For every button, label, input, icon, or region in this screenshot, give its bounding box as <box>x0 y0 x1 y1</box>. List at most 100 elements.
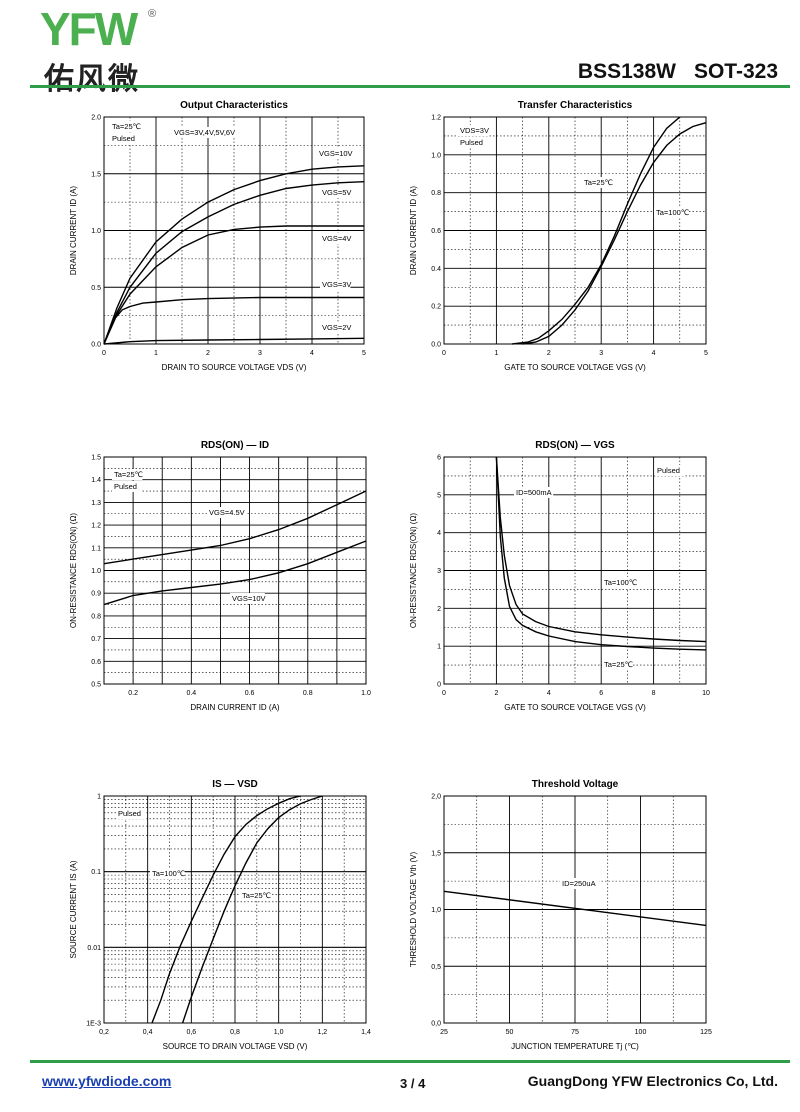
y-tick-label: 0.1 <box>91 869 101 876</box>
chart-annotation: VGS=3V <box>322 280 351 289</box>
annotation-bg <box>602 577 637 588</box>
y-tick-label: 6 <box>437 455 441 462</box>
annotation-bg <box>514 487 554 498</box>
x-tick-label: 1.0 <box>361 690 371 697</box>
chart-grid <box>443 456 707 685</box>
page-number: 3 / 4 <box>400 1076 426 1091</box>
annotation-bg <box>320 322 351 333</box>
x-axis-label: GATE TO SOURCE VOLTAGE VGS (V) <box>504 703 646 712</box>
annotation-bg <box>207 507 247 518</box>
annotation-bg <box>458 137 489 148</box>
series-line <box>443 890 707 927</box>
y-tick-label: 1,0 <box>431 907 441 914</box>
series-line <box>103 165 365 345</box>
annotation-bg <box>240 890 271 901</box>
y-tick-label: 0.4 <box>431 266 441 273</box>
is-vs-vsd-chart: IS — VSD 0,2 0,4 0,6 0,8 1,0 1,2 1,4 1E-3 0.01 0.1… <box>69 779 371 1051</box>
y-tick-label: 5 <box>437 492 441 499</box>
footer-rule <box>30 1060 790 1063</box>
threshold-voltage-chart: Threshold Voltage 25 50 75 100 125 0,0 0,5 1,0 1,… <box>409 779 712 1051</box>
y-tick-label: 0.6 <box>91 659 101 666</box>
annotation-bg <box>560 878 600 889</box>
output-characteristics-chart: Output Characteristics 0 1 2 3 4 5 0.0 0.5 1.0 1.5… <box>69 100 366 372</box>
annotation-bg <box>655 465 686 476</box>
annotation-bg <box>654 207 689 218</box>
y-axis-label: DRAIN CURRENT ID (A) <box>409 186 418 276</box>
y-tick-label: 0.0 <box>431 342 441 349</box>
x-tick-label: 2 <box>494 690 498 697</box>
y-tick-label: 2 <box>437 606 441 613</box>
x-axis-label: SOURCE TO DRAIN VOLTAGE VSD (V) <box>163 1042 308 1051</box>
chart-annotation: Ta=100℃ <box>152 869 185 878</box>
chart-annotation: VGS=2V <box>322 323 351 332</box>
y-tick-label: 0 <box>437 682 441 689</box>
plot-frame <box>103 456 367 685</box>
plot-frame <box>443 116 707 345</box>
chart-annotation: VGS=10V <box>232 594 266 603</box>
x-tick-label: 75 <box>571 1029 579 1036</box>
y-tick-label: 4 <box>437 530 441 537</box>
x-tick-label: 0,6 <box>186 1029 196 1036</box>
y-tick-label: 1.2 <box>91 523 101 530</box>
x-tick-label: 4 <box>547 690 551 697</box>
y-tick-label: 0.2 <box>431 304 441 311</box>
x-tick-label: 100 <box>635 1029 647 1036</box>
x-tick-label: 4 <box>652 350 656 357</box>
chart-annotation: Ta=100℃ <box>604 578 637 587</box>
annotation-bg <box>230 593 265 604</box>
series-line <box>103 225 364 345</box>
chart-annotation: Pulsed <box>460 138 483 147</box>
x-tick-label: 2 <box>206 350 210 357</box>
y-axis-label: SOURCE CURRENT IS (A) <box>69 860 78 958</box>
x-tick-label: 5 <box>362 350 366 357</box>
series-line <box>495 456 707 651</box>
series-line <box>103 181 365 345</box>
x-tick-label: 2 <box>547 350 551 357</box>
y-tick-label: 1.0 <box>91 568 101 575</box>
y-tick-label: 0.8 <box>431 190 441 197</box>
y-tick-label: 2.0 <box>91 115 101 122</box>
y-axis-label: DRAIN CURRENT ID (A) <box>69 186 78 276</box>
y-tick-label: 1 <box>97 794 101 801</box>
chart-title: Output Characteristics <box>180 100 288 111</box>
x-tick-label: 10 <box>702 690 710 697</box>
chart-annotation: VGS=5V <box>322 188 351 197</box>
series-line <box>181 795 323 1024</box>
chart-annotation: Ta=25℃ <box>584 178 613 187</box>
series-line <box>103 296 364 345</box>
x-axis-label: DRAIN CURRENT ID (A) <box>190 703 280 712</box>
chart-grid <box>443 795 707 1024</box>
company-name: GuangDong YFW Electronics Co, Ltd. <box>527 1073 778 1089</box>
chart-title: Transfer Characteristics <box>518 100 633 111</box>
x-tick-label: 1,0 <box>274 1029 284 1036</box>
chart-grid <box>103 795 367 1024</box>
rdson-vs-vgs-chart: RDS(ON) — VGS 0 2 4 6 8 10 0 1 2 3 4 5 6 GATE TO SOURC… <box>409 440 710 712</box>
part-number: BSS138W <box>577 60 676 83</box>
x-tick-label: 50 <box>506 1029 514 1036</box>
x-axis-label: GATE TO SOURCE VOLTAGE VGS (V) <box>504 363 646 372</box>
chart-annotation: Pulsed <box>112 134 135 143</box>
annotation-bg <box>320 187 351 198</box>
chart-grid <box>103 456 367 685</box>
annotation-bg <box>320 279 351 290</box>
y-tick-label: 1.1 <box>91 545 101 552</box>
y-tick-label: 1.5 <box>91 455 101 462</box>
x-tick-label: 0,8 <box>230 1029 240 1036</box>
annotation-bg <box>112 469 143 480</box>
chart-annotation: Pulsed <box>118 809 141 818</box>
plot-frame <box>443 795 707 1024</box>
y-tick-label: 3 <box>437 568 441 575</box>
website-link[interactable]: www.yfwdiode.com <box>42 1073 172 1089</box>
x-tick-label: 0,2 <box>99 1029 109 1036</box>
y-tick-label: 1.4 <box>91 477 101 484</box>
y-tick-label: 1 <box>437 644 441 651</box>
annotation-bg <box>150 868 185 879</box>
part-header: BSS138W SOT-323 <box>578 60 778 84</box>
series-line <box>522 122 707 345</box>
y-tick-label: 1.0 <box>91 228 101 235</box>
plot-frame <box>103 116 365 345</box>
x-tick-label: 25 <box>440 1029 448 1036</box>
x-tick-label: 0.4 <box>186 690 196 697</box>
y-tick-label: 0.5 <box>91 682 101 689</box>
y-tick-label: 0.8 <box>91 613 101 620</box>
